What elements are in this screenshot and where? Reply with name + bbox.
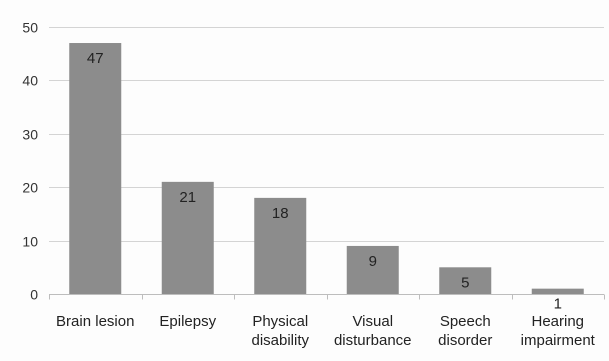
y-tick-label: 10	[22, 234, 38, 250]
y-tick-label: 20	[22, 180, 38, 196]
category-label: Speech disorder	[438, 313, 492, 349]
y-tick-label: 0	[30, 287, 38, 303]
category-label: Epilepsy	[159, 313, 216, 330]
data-label: 1	[554, 296, 562, 313]
bars	[69, 43, 584, 294]
gridlines	[49, 27, 604, 242]
category-label: Visual disturbance	[334, 313, 412, 349]
category-label: Physical disability	[251, 313, 309, 349]
data-label: 18	[272, 205, 289, 222]
data-label: 9	[369, 253, 377, 270]
data-label: 21	[179, 189, 196, 206]
data-label: 5	[461, 274, 469, 291]
category-label: Brain lesion	[56, 313, 134, 330]
bar	[161, 181, 214, 294]
y-tick-label: 50	[22, 20, 38, 36]
y-tick-label: 30	[22, 127, 38, 143]
bar	[439, 267, 492, 294]
category-label: Hearing impairment	[521, 313, 596, 349]
data-label: 47	[87, 50, 104, 67]
labels: 0 10 20 30 40 50 47 Brain lesion 21 Epilepsy 18 Phy…	[22, 20, 595, 350]
bar	[69, 43, 122, 294]
axes	[49, 294, 605, 300]
bar	[531, 288, 584, 294]
y-tick-label: 40	[22, 73, 38, 89]
bar	[254, 197, 307, 294]
bar	[346, 245, 399, 294]
